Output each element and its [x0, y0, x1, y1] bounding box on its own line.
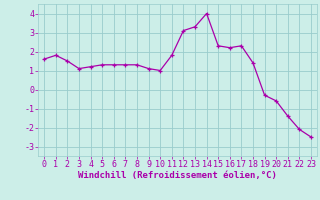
X-axis label: Windchill (Refroidissement éolien,°C): Windchill (Refroidissement éolien,°C)	[78, 171, 277, 180]
